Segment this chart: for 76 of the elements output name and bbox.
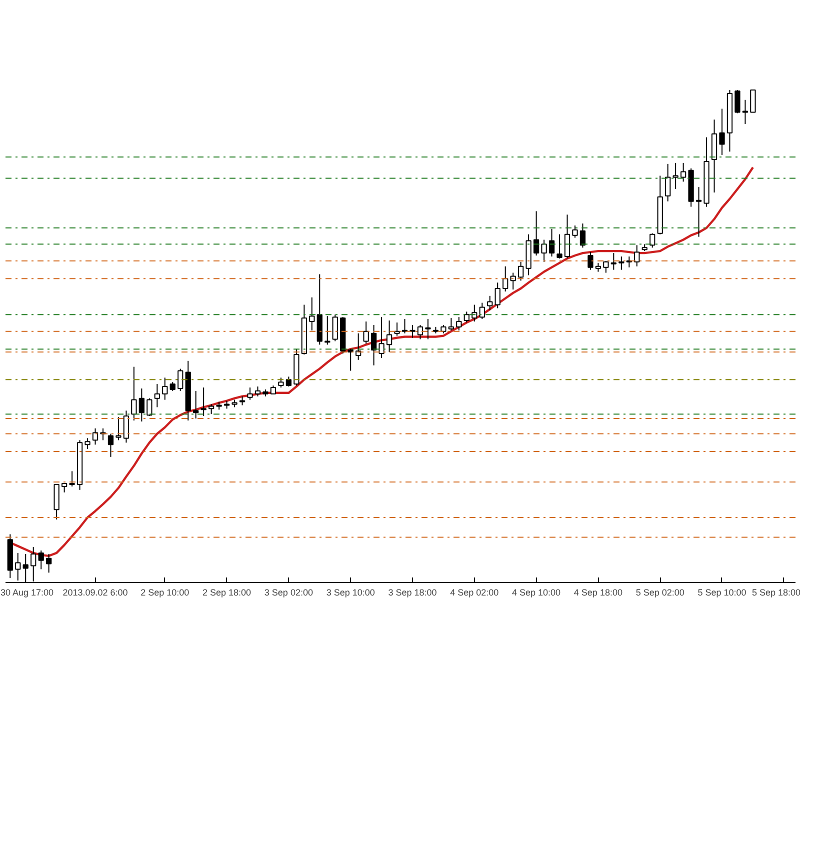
x-tick-label: 2 Sep 10:00 [140, 588, 190, 598]
x-tick-label: 4 Sep 18:00 [574, 588, 622, 598]
candlestick [286, 376, 292, 388]
candlestick [417, 324, 424, 340]
candlestick [394, 322, 400, 336]
candlestick [116, 416, 122, 441]
candlestick [665, 163, 671, 202]
candlestick [254, 386, 261, 397]
candlestick [680, 162, 686, 182]
candlestick [556, 234, 562, 259]
candlestick [456, 316, 462, 331]
candlestick [502, 266, 508, 292]
candlestick [494, 282, 500, 309]
candlestick [386, 320, 392, 353]
candlestick [348, 348, 354, 372]
candlestick [518, 261, 524, 282]
candlestick [309, 296, 315, 331]
candlestick [479, 302, 485, 320]
candlestick [200, 386, 206, 417]
candlestick [533, 210, 540, 256]
candlestick [510, 272, 516, 290]
candlestick [588, 252, 594, 270]
x-tick-label: 2013.09.02 6:00 [62, 588, 128, 598]
candlestick [324, 316, 330, 346]
candlestick [332, 314, 338, 342]
candlestick [154, 384, 160, 408]
candlestick [580, 223, 586, 248]
candlestick [278, 377, 284, 388]
candlestick [46, 553, 52, 574]
candlestick [131, 366, 137, 421]
candlestick [84, 438, 90, 450]
candlestick [650, 232, 656, 248]
candlestick [363, 321, 369, 344]
candlestick [610, 252, 616, 270]
candlestick [146, 398, 152, 417]
candlestick [370, 324, 377, 366]
candlestick [572, 224, 578, 238]
candlestick [487, 295, 493, 311]
candlestick [696, 186, 702, 238]
x-tick-label: 30 Aug 17:00 [0, 588, 54, 598]
candlestick [548, 228, 555, 257]
candlestick [69, 470, 75, 487]
x-tick-label: 5 Sep 10:00 [698, 588, 746, 598]
candlestick [750, 90, 756, 113]
candlestick [138, 388, 144, 422]
x-tick-label: 5 Sep 02:00 [636, 588, 684, 598]
candlestick [618, 256, 624, 270]
candlestick [719, 108, 725, 156]
candlestick [541, 239, 547, 262]
candlestick [464, 311, 470, 323]
candlestick [123, 410, 130, 444]
candlestick [742, 99, 748, 125]
candlestick [634, 244, 640, 267]
candlestick [734, 90, 740, 114]
candlestick [448, 318, 454, 331]
candlestick [603, 260, 609, 274]
candlestick [672, 162, 678, 190]
x-tick-label: 5 Sep 18:00 [752, 588, 801, 598]
candlestick [564, 214, 570, 259]
x-tick-label: 2 Sep 18:00 [202, 588, 252, 598]
candlestick [108, 433, 114, 458]
x-tick-label: 3 Sep 02:00 [264, 588, 313, 598]
x-tick-label: 4 Sep 02:00 [450, 588, 499, 598]
x-tick-label: 3 Sep 18:00 [388, 588, 437, 598]
candlestick [162, 377, 168, 400]
candlestick [425, 318, 431, 340]
x-tick-label: 3 Sep 10:00 [326, 588, 375, 598]
candlestick [92, 428, 98, 446]
candlestick [410, 324, 416, 338]
candlestick [193, 390, 199, 420]
x-tick-label: 4 Sep 10:00 [512, 588, 561, 598]
candlestick [178, 368, 184, 392]
candlestick [378, 316, 384, 358]
candlestick [38, 550, 44, 570]
candlestick [208, 404, 214, 415]
candlestick [247, 386, 253, 400]
